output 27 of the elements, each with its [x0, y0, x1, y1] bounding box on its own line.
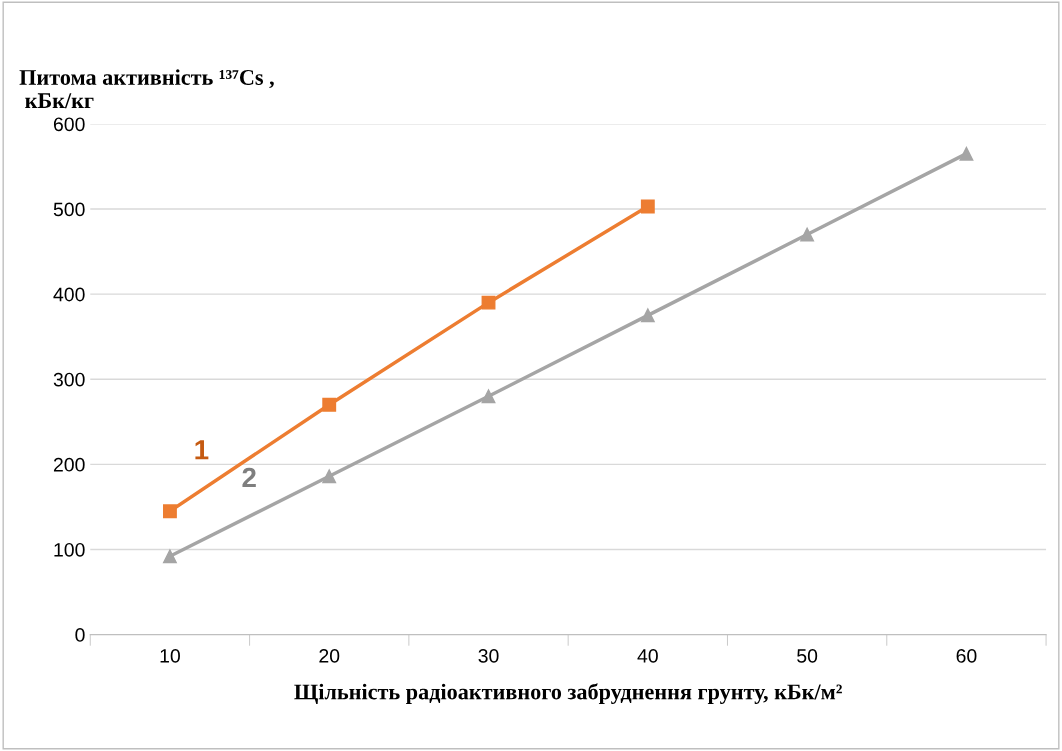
y-tick-label: 0 — [75, 628, 85, 642]
point — [322, 397, 337, 412]
x-tick-label: 50 — [797, 649, 818, 663]
y-axis-title: Питома активність ¹³⁷Cs , кБк/кг — [19, 69, 274, 109]
x-tick-label: 40 — [637, 649, 658, 663]
y-tick-label: 400 — [53, 287, 85, 302]
y-tick-label: 200 — [53, 457, 85, 472]
x-tick-label: 60 — [956, 649, 977, 663]
point — [481, 295, 496, 310]
x-tick-label: 10 — [160, 649, 180, 663]
point — [959, 146, 974, 161]
series-label: 2 — [242, 467, 256, 488]
point — [162, 504, 177, 519]
x-axis-title: Щільність радіоактивного забруднення грунту, кБк/м² — [294, 683, 842, 704]
series-label: 1 — [195, 440, 209, 460]
point — [800, 227, 815, 242]
point — [481, 389, 496, 404]
point — [640, 308, 655, 323]
y-tick-label: 500 — [53, 202, 85, 217]
x-tick-label: 20 — [319, 649, 340, 663]
point — [640, 199, 655, 214]
y-tick-label: 100 — [54, 542, 85, 557]
point — [322, 469, 337, 484]
y-tick-label: 300 — [53, 372, 85, 387]
y-tick-label: 600 — [53, 117, 85, 132]
x-tick-label: 30 — [478, 649, 499, 663]
point — [162, 549, 177, 564]
